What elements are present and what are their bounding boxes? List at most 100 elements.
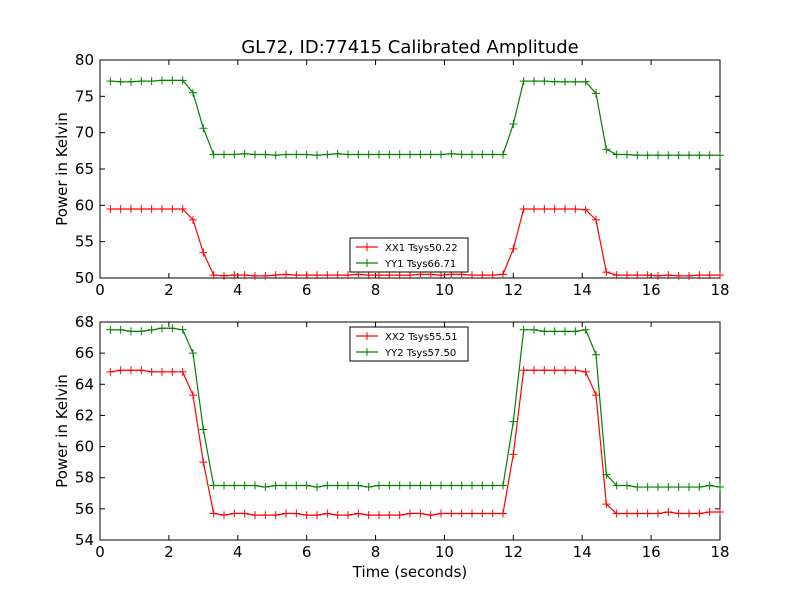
data-point-marker — [271, 481, 280, 490]
top-panel: 0 2 4 6 8 10 12 14 16 18 50 55 60 65 70 75 80 Power in Ke… — [53, 51, 730, 299]
data-point-marker — [447, 509, 456, 518]
data-point-marker — [602, 145, 611, 154]
data-point-marker — [581, 367, 590, 376]
data-point-marker — [344, 511, 352, 520]
data-point-marker — [633, 483, 642, 492]
data-point-marker — [685, 509, 693, 518]
data-point-marker — [344, 271, 352, 280]
x-tick-label: 4 — [233, 543, 243, 561]
data-point-marker — [612, 271, 621, 280]
x-tick-label: 10 — [435, 543, 454, 561]
data-point-marker — [664, 483, 673, 492]
data-point-marker — [695, 151, 704, 160]
data-point-marker — [654, 151, 662, 160]
data-point-marker — [540, 327, 549, 336]
data-point-marker — [137, 327, 146, 336]
x-tick-label: 18 — [710, 281, 729, 299]
data-point-marker — [137, 366, 146, 375]
data-point-marker — [333, 149, 342, 158]
data-point-marker — [147, 367, 156, 376]
data-point-marker — [385, 511, 394, 520]
data-point-marker — [674, 151, 683, 160]
data-point-marker — [292, 509, 301, 518]
data-point-marker — [147, 77, 156, 86]
legend-marker — [363, 348, 371, 356]
data-point-marker — [457, 481, 466, 490]
data-point-marker — [426, 511, 435, 520]
data-point-marker — [654, 271, 662, 280]
legend-box — [349, 237, 469, 273]
data-point-marker — [623, 481, 631, 490]
data-point-marker — [468, 271, 476, 280]
data-point-marker — [509, 417, 518, 426]
data-point-marker — [416, 509, 425, 518]
data-point-marker — [116, 325, 125, 334]
data-point-marker — [519, 204, 528, 213]
y-tick-label: 70 — [75, 124, 94, 142]
data-point-marker — [685, 151, 693, 160]
data-point-marker — [540, 77, 549, 86]
data-point-marker — [478, 509, 487, 518]
x-tick-label: 8 — [371, 281, 381, 299]
legend-label: XX2 Tsys55.51 — [385, 332, 458, 343]
data-point-marker — [178, 367, 187, 376]
data-point-marker — [189, 391, 197, 400]
data-point-marker — [602, 470, 611, 479]
data-point-marker — [716, 483, 724, 492]
data-point-marker — [519, 77, 528, 86]
data-point-marker — [406, 481, 414, 490]
data-point-marker — [323, 481, 332, 490]
y-axis-label: Power in Kelvin — [53, 112, 71, 226]
data-point-marker — [282, 481, 290, 490]
x-tick-label: 0 — [95, 281, 105, 299]
data-point-marker — [499, 509, 507, 518]
data-point-marker — [251, 481, 259, 490]
data-point-marker — [385, 150, 394, 159]
data-point-marker — [116, 77, 125, 86]
data-point-marker — [302, 271, 311, 280]
legend-marker — [363, 243, 371, 251]
data-point-marker — [292, 271, 301, 280]
y-tick-label: 55 — [75, 233, 94, 251]
x-tick-label: 8 — [371, 543, 381, 561]
data-point-marker — [561, 366, 569, 375]
data-point-marker — [406, 509, 414, 518]
data-point-marker — [499, 270, 507, 279]
data-point-marker — [447, 149, 456, 158]
data-point-marker — [178, 325, 187, 334]
y-tick-label: 68 — [75, 313, 94, 331]
data-point-marker — [550, 204, 559, 213]
data-point-marker — [685, 483, 693, 492]
data-point-marker — [716, 271, 724, 280]
data-point-marker — [530, 325, 538, 334]
data-point-marker — [199, 124, 208, 133]
data-point-marker — [230, 271, 239, 280]
x-tick-label: 12 — [504, 543, 523, 561]
data-point-marker — [116, 366, 125, 375]
data-point-marker — [158, 324, 166, 333]
data-point-marker — [685, 271, 693, 280]
data-point-marker — [261, 483, 270, 492]
data-point-marker — [695, 483, 704, 492]
data-point-marker — [333, 511, 342, 520]
data-point-marker — [571, 77, 580, 86]
data-point-marker — [488, 481, 497, 490]
data-point-marker — [592, 215, 600, 224]
y-tick-label: 60 — [75, 438, 94, 456]
data-point-marker — [592, 391, 600, 400]
data-point-marker — [251, 150, 259, 159]
x-tick-label: 18 — [710, 543, 729, 561]
data-point-marker — [395, 511, 404, 520]
data-point-marker — [168, 367, 177, 376]
data-point-marker — [178, 204, 187, 213]
data-point-marker — [395, 150, 404, 159]
data-point-marker — [540, 366, 549, 375]
data-point-marker — [313, 271, 321, 280]
y-tick-label: 50 — [75, 269, 94, 287]
y-tick-label: 65 — [75, 160, 94, 178]
data-point-marker — [302, 481, 311, 490]
data-point-marker — [705, 507, 714, 516]
data-point-marker — [478, 271, 487, 280]
data-point-marker — [643, 509, 652, 518]
